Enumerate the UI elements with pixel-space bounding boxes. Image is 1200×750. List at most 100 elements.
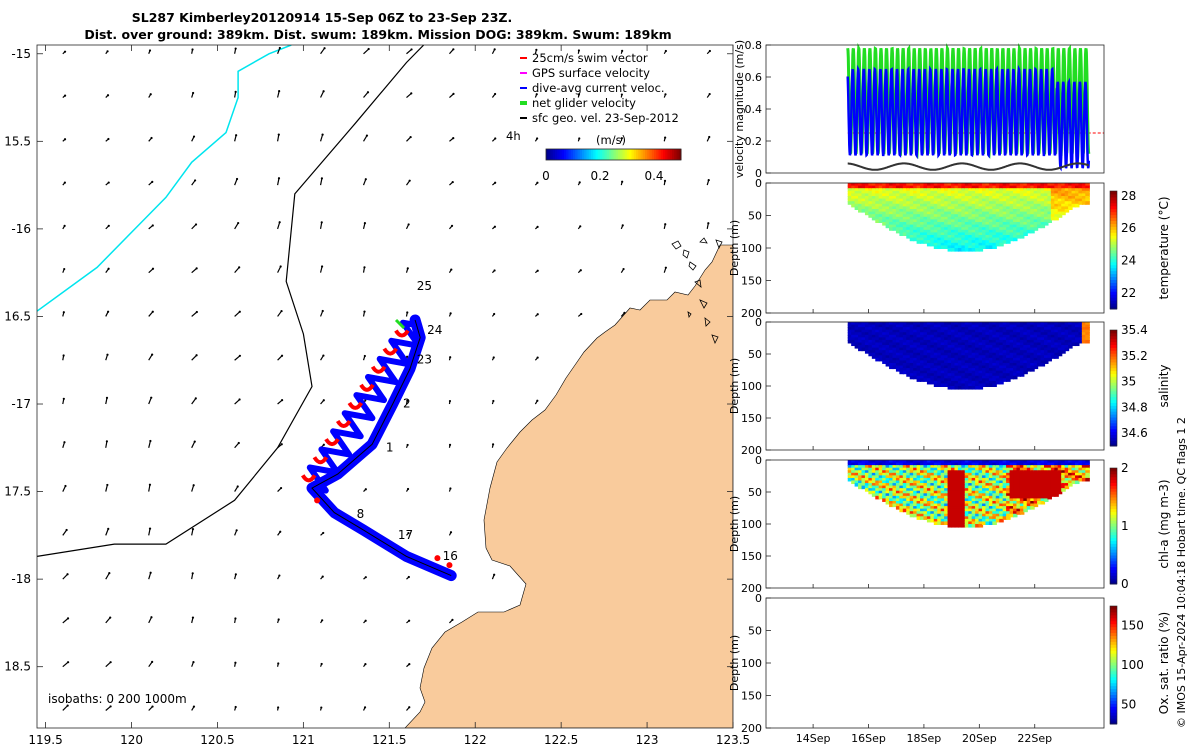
heat-cell: [954, 211, 959, 216]
heat-cell: [978, 386, 984, 390]
heat-cell: [933, 216, 939, 221]
heat-cell: [1085, 188, 1090, 192]
heat-cell: [906, 339, 911, 344]
heat-cell: [1074, 342, 1080, 347]
heat-cell: [988, 378, 994, 382]
heat-cell: [975, 183, 980, 187]
heat-cell: [937, 188, 942, 192]
heat-cell: [861, 327, 867, 331]
heat-cell: [999, 378, 1004, 382]
heat-cell: [1023, 470, 1028, 474]
heat-cell: [1061, 350, 1066, 354]
heat-cell: [957, 460, 963, 464]
heat-cell: [899, 357, 904, 362]
heat-cell: [971, 327, 977, 331]
heat-cell: [1023, 483, 1028, 487]
heat-cell: [1054, 472, 1059, 477]
cb-segment: [1110, 202, 1117, 207]
heat-cell: [978, 240, 984, 244]
heat-cell: [1085, 185, 1090, 190]
heat-cell: [992, 227, 997, 231]
heat-cell: [964, 508, 970, 513]
heat-cell: [933, 209, 939, 213]
geo-vector-head: [237, 441, 240, 445]
heat-cell: [1047, 209, 1052, 213]
heat-cell: [947, 216, 953, 221]
heat-cell: [885, 337, 891, 341]
heat-cell: [1013, 347, 1018, 352]
depth-tick-label: 0: [755, 177, 762, 190]
heat-cell: [902, 477, 908, 482]
heat-cell: [1013, 373, 1018, 377]
heat-cell: [920, 368, 925, 372]
heat-cell: [968, 500, 973, 505]
heat-cell: [1068, 467, 1073, 472]
heat-cell: [933, 203, 939, 208]
heat-cell: [985, 201, 990, 205]
heat-cell: [920, 222, 925, 226]
heat-cell: [920, 193, 925, 197]
heat-cell: [902, 357, 908, 362]
heat-cell: [1037, 211, 1042, 216]
geo-vector-head: [277, 618, 280, 621]
heat-cell: [944, 521, 949, 525]
heat-cell: [961, 493, 966, 497]
heat-cell: [885, 206, 891, 210]
heat-cell: [875, 214, 880, 218]
heat-cell: [1009, 209, 1015, 213]
heat-cell: [1047, 350, 1052, 354]
heat-cell: [975, 460, 980, 464]
heat-cell: [1054, 203, 1059, 208]
heat-cell: [1074, 329, 1080, 334]
heat-cell: [858, 206, 863, 210]
heat-cell: [957, 383, 963, 387]
heat-cell: [954, 383, 959, 387]
cb-segment: [1110, 494, 1117, 498]
heat-cell: [1016, 475, 1021, 479]
heat-cell: [909, 375, 915, 380]
heat-cell: [951, 360, 956, 364]
heat-cell: [854, 477, 860, 482]
heat-cell: [1019, 209, 1025, 213]
heat-cell: [951, 362, 956, 367]
heat-cell: [1026, 500, 1032, 505]
heat-cell: [895, 362, 901, 367]
heat-cell: [913, 362, 918, 367]
geo-vector-head: [280, 309, 283, 313]
heat-cell: [1081, 193, 1087, 197]
heat-cell: [992, 488, 997, 492]
heat-cell: [875, 342, 880, 347]
heat-cell: [926, 183, 932, 187]
heat-cell: [906, 508, 911, 513]
heat-cell: [889, 500, 894, 505]
heat-cell: [933, 206, 939, 210]
heat-cell: [933, 240, 939, 244]
geo-vector-head: [406, 355, 409, 358]
heat-cell: [992, 495, 997, 500]
cb-segment: [1110, 376, 1117, 380]
heat-cell: [899, 332, 904, 336]
heat-cell: [982, 342, 987, 347]
heat-cell: [1037, 339, 1042, 344]
heat-cell: [944, 508, 949, 513]
heat-cell: [961, 375, 966, 380]
heat-cell: [1057, 347, 1063, 352]
heat-cell: [920, 229, 925, 234]
heat-cell: [875, 198, 880, 203]
heat-cell: [1033, 211, 1039, 216]
heat-cell: [937, 521, 942, 525]
heat-cell: [875, 485, 880, 490]
heat-cell: [1009, 373, 1015, 377]
heat-cell: [923, 322, 929, 326]
heat-cell: [899, 206, 904, 210]
heat-cell: [909, 508, 915, 513]
heat-cell: [916, 508, 922, 513]
legend-entry: dive-avg current veloc.: [532, 81, 665, 95]
heat-cell: [1068, 206, 1073, 210]
heat-cell: [961, 498, 966, 502]
heat-cell: [978, 462, 984, 467]
heat-cell: [1002, 375, 1008, 380]
heat-cell: [968, 355, 973, 359]
heat-cell: [916, 237, 922, 242]
heat-cell: [864, 332, 870, 336]
